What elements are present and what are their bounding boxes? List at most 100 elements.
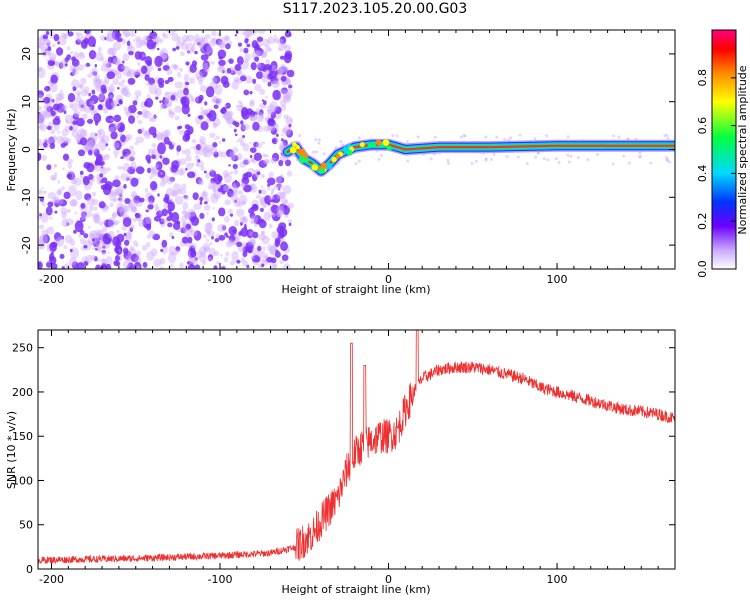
noise-blob bbox=[120, 156, 124, 160]
faint-blob bbox=[474, 159, 478, 163]
noise-blob bbox=[182, 39, 187, 44]
noise-blob bbox=[284, 200, 288, 203]
colorbar-frame bbox=[711, 29, 737, 270]
noise-blob bbox=[257, 250, 265, 258]
noise-blob bbox=[214, 84, 223, 96]
noise-blob bbox=[255, 142, 263, 149]
noise-blob bbox=[64, 263, 72, 269]
noise-blob bbox=[114, 60, 121, 66]
noise-blob bbox=[217, 37, 227, 49]
noise-blob bbox=[227, 189, 235, 198]
noise-blob bbox=[143, 101, 149, 107]
noise-blob bbox=[83, 162, 91, 169]
noise-blob bbox=[276, 176, 285, 184]
noise-blob bbox=[80, 129, 88, 138]
noise-blob bbox=[170, 94, 176, 101]
noise-blob bbox=[66, 222, 70, 226]
noise-blob bbox=[154, 55, 163, 68]
noise-blob bbox=[92, 175, 96, 179]
faint-blob bbox=[484, 135, 488, 139]
noise-blob bbox=[202, 191, 209, 198]
noise-blob bbox=[125, 153, 131, 161]
noise-blob bbox=[141, 108, 149, 119]
noise-blob bbox=[86, 118, 94, 124]
noise-blob bbox=[282, 42, 288, 49]
noise-blob bbox=[72, 68, 76, 73]
noise-blob bbox=[161, 208, 168, 217]
noise-blob bbox=[243, 47, 249, 54]
noise-blob bbox=[151, 167, 158, 175]
noise-blob bbox=[69, 238, 76, 246]
noise-blob bbox=[261, 185, 264, 188]
faint-blob bbox=[595, 153, 599, 157]
noise-blob bbox=[141, 244, 148, 251]
noise-blob bbox=[255, 107, 260, 114]
noise-blob bbox=[159, 180, 166, 187]
noise-blob bbox=[249, 231, 254, 237]
noise-blob bbox=[166, 176, 174, 185]
faint-blob bbox=[395, 134, 399, 138]
noise-blob bbox=[283, 52, 292, 64]
noise-blob bbox=[160, 52, 169, 63]
noise-blob bbox=[69, 257, 77, 266]
noise-blob bbox=[94, 79, 102, 88]
noise-blob bbox=[240, 124, 246, 132]
noise-blob bbox=[249, 90, 253, 95]
noise-blob bbox=[176, 89, 185, 99]
noise-blob bbox=[118, 81, 124, 87]
noise-blob bbox=[108, 92, 114, 100]
noise-blob bbox=[130, 224, 135, 230]
noise-blob bbox=[57, 41, 60, 45]
x-tick-label: 0 bbox=[385, 273, 392, 286]
noise-blob bbox=[38, 67, 46, 79]
noise-blob bbox=[253, 223, 258, 228]
noise-blob bbox=[154, 164, 160, 169]
noise-blob bbox=[204, 201, 208, 205]
noise-blob bbox=[159, 172, 163, 176]
noise-blob bbox=[272, 194, 281, 204]
noise-blob bbox=[225, 110, 234, 118]
noise-blob bbox=[161, 217, 165, 223]
noise-blob bbox=[217, 187, 224, 193]
noise-blob bbox=[271, 152, 280, 162]
noise-blob bbox=[60, 143, 66, 148]
noise-blob bbox=[63, 110, 67, 115]
noise-blob bbox=[169, 232, 174, 238]
y-tick-label: 200 bbox=[12, 386, 33, 399]
noise-blob bbox=[148, 83, 158, 95]
faint-blob bbox=[462, 134, 466, 138]
noise-blob bbox=[202, 109, 208, 115]
noise-blob bbox=[256, 49, 262, 56]
noise-blob bbox=[120, 173, 129, 181]
noise-blob bbox=[251, 173, 258, 182]
noise-blob bbox=[236, 140, 239, 143]
noise-blob bbox=[184, 212, 192, 220]
noise-blob bbox=[168, 108, 173, 114]
y-tick-label: 50 bbox=[19, 519, 33, 532]
noise-blob bbox=[151, 116, 157, 123]
noise-blob bbox=[280, 241, 288, 252]
noise-blob bbox=[47, 45, 52, 51]
noise-blob bbox=[115, 240, 122, 247]
colorbar-gradient bbox=[712, 30, 736, 269]
noise-blob bbox=[202, 60, 210, 70]
noise-blob bbox=[214, 238, 220, 243]
noise-blob bbox=[180, 42, 189, 50]
snr-plot-area bbox=[38, 330, 675, 569]
noise-blob bbox=[278, 67, 282, 70]
noise-blob bbox=[122, 247, 129, 255]
faint-blob bbox=[506, 138, 510, 142]
noise-blob bbox=[218, 59, 226, 66]
noise-blob bbox=[150, 248, 158, 257]
noise-blob bbox=[270, 157, 277, 164]
noise-blob bbox=[209, 132, 216, 138]
noise-blob bbox=[58, 109, 62, 113]
noise-blob bbox=[153, 215, 161, 222]
noise-blob bbox=[206, 45, 213, 54]
noise-blob bbox=[261, 75, 269, 83]
noise-blob bbox=[42, 190, 47, 195]
noise-blob bbox=[64, 57, 69, 63]
noise-blob bbox=[38, 113, 45, 125]
noise-blob bbox=[102, 233, 111, 245]
noise-blob bbox=[207, 256, 213, 262]
